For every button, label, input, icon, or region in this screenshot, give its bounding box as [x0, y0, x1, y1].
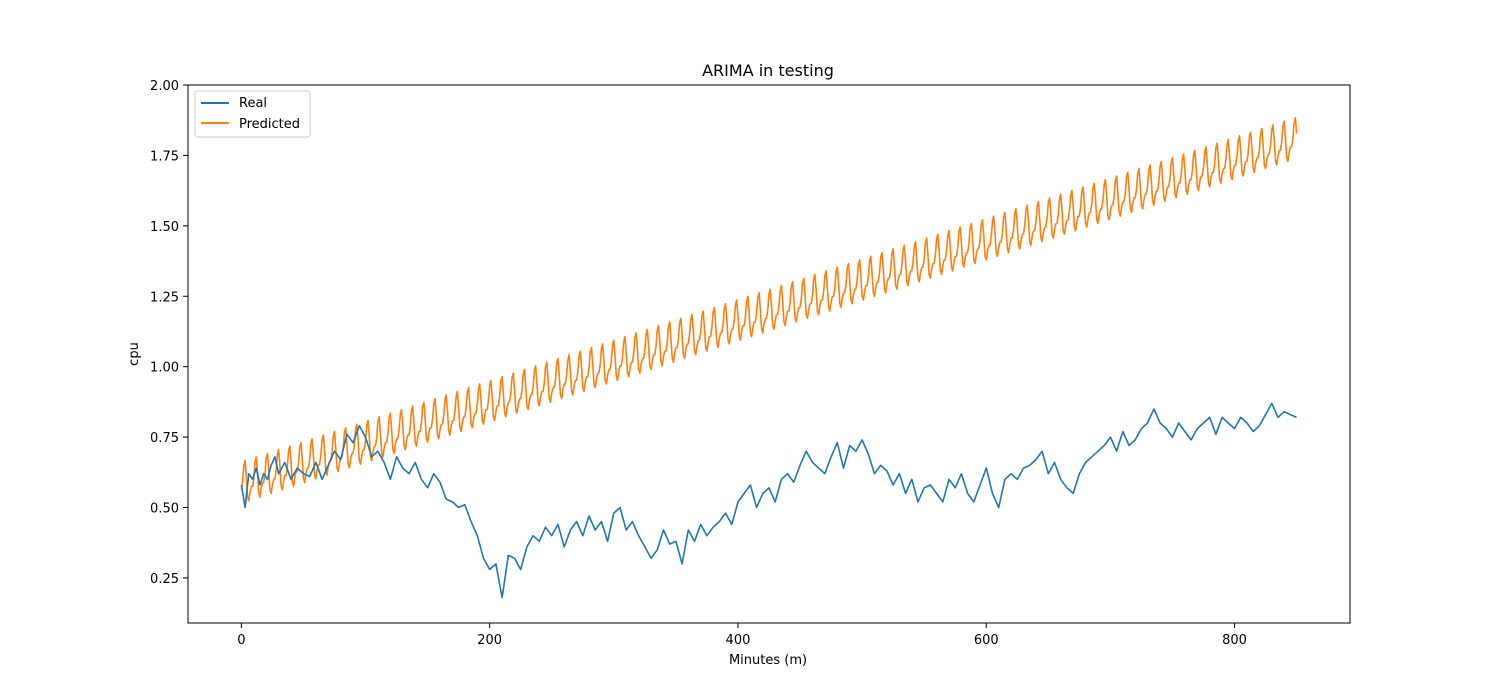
y-tick-label: 0.50	[150, 502, 179, 517]
y-tick-label: 1.25	[150, 290, 179, 305]
y-axis: 0.25 0.50 0.75 1.00 1.25 1.50 1.75 2.00	[150, 79, 188, 587]
legend-label-predicted: Predicted	[239, 117, 300, 132]
chart-title: ARIMA in testing	[702, 61, 834, 80]
legend-label-real: Real	[239, 96, 267, 111]
series-line-real	[240, 402, 1297, 599]
x-axis: 0 200 400 600 800	[237, 623, 1247, 648]
y-tick-label: 1.50	[150, 220, 179, 235]
x-tick-label: 0	[237, 633, 245, 648]
axes-frame	[187, 84, 1351, 624]
y-tick-label: 0.75	[150, 431, 179, 446]
y-axis-label: cpu	[127, 342, 142, 366]
y-tick-label: 2.00	[150, 79, 179, 94]
x-tick-label: 600	[974, 633, 999, 648]
y-tick-label: 1.00	[150, 361, 179, 376]
series-line-predicted	[240, 116, 1298, 502]
x-tick-label: 200	[477, 633, 502, 648]
x-tick-label: 800	[1222, 633, 1247, 648]
y-tick-label: 0.25	[150, 572, 179, 587]
y-tick-label: 1.75	[150, 149, 179, 164]
series-layer	[240, 116, 1298, 599]
plot-area	[187, 84, 1351, 624]
x-tick-label: 400	[726, 633, 751, 648]
legend: Real Predicted	[194, 90, 311, 138]
x-axis-label: Minutes (m)	[729, 653, 807, 668]
